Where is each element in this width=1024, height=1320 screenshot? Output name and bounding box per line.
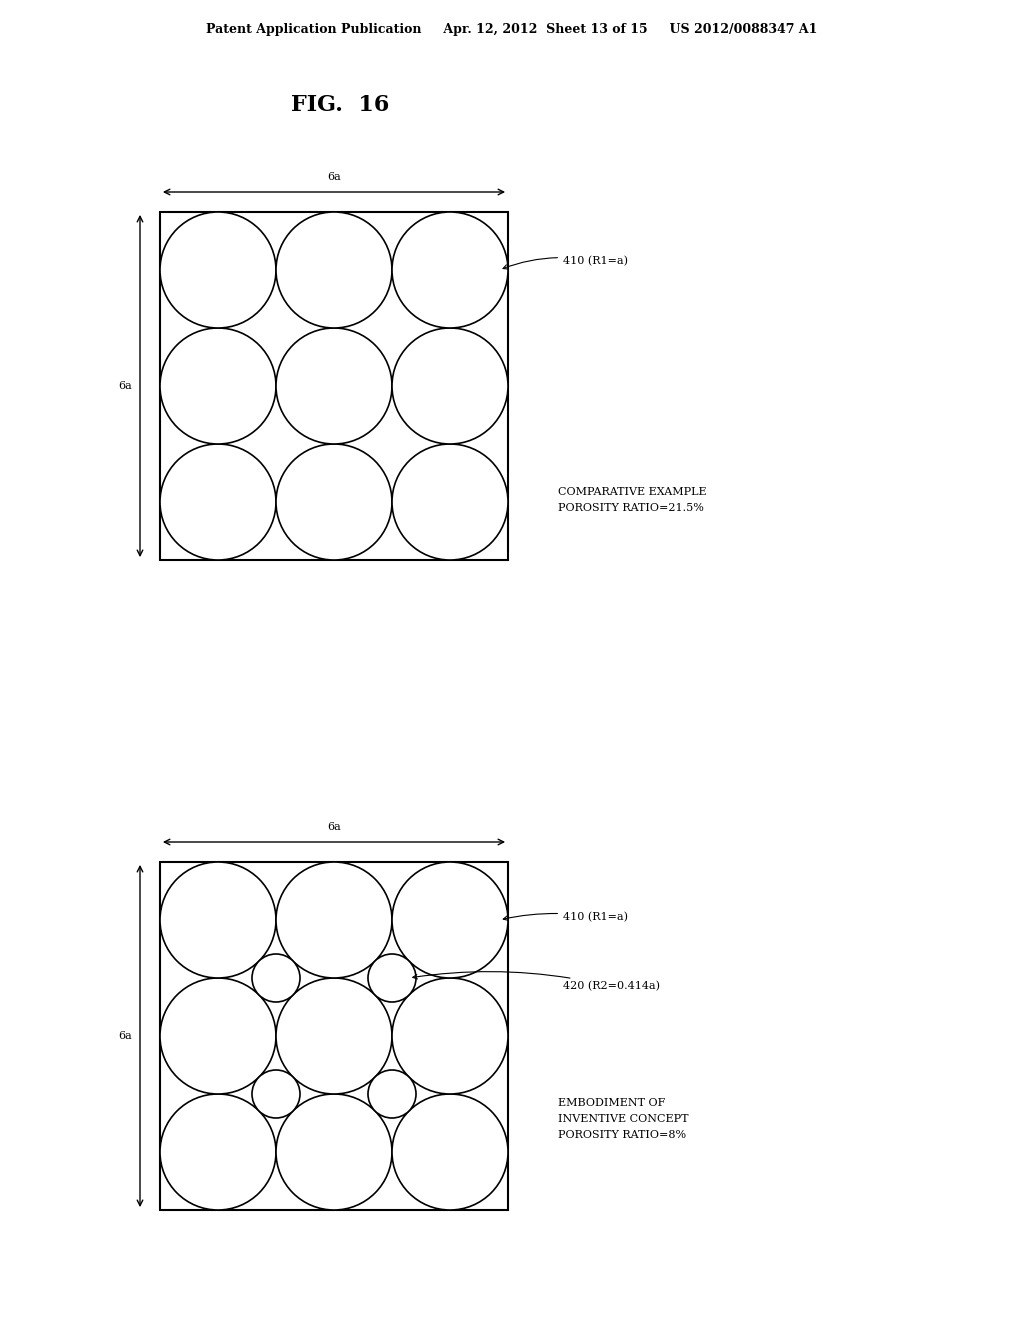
Circle shape xyxy=(392,862,508,978)
Circle shape xyxy=(160,327,276,444)
Circle shape xyxy=(392,213,508,327)
Circle shape xyxy=(160,1094,276,1210)
Circle shape xyxy=(392,1094,508,1210)
Text: 420 (R2=0.414a): 420 (R2=0.414a) xyxy=(413,972,660,991)
Text: Patent Application Publication     Apr. 12, 2012  Sheet 13 of 15     US 2012/008: Patent Application Publication Apr. 12, … xyxy=(206,24,818,37)
Circle shape xyxy=(160,978,276,1094)
Bar xyxy=(160,862,508,1210)
Circle shape xyxy=(276,327,392,444)
Text: 6a: 6a xyxy=(118,1031,132,1041)
Circle shape xyxy=(276,444,392,560)
Circle shape xyxy=(392,327,508,444)
Text: INVENTIVE CONCEPT: INVENTIVE CONCEPT xyxy=(558,1114,688,1123)
Circle shape xyxy=(252,954,300,1002)
Text: 410 (R1=a): 410 (R1=a) xyxy=(503,912,628,921)
Circle shape xyxy=(276,1094,392,1210)
Text: FIG.  16: FIG. 16 xyxy=(291,94,389,116)
Circle shape xyxy=(252,1071,300,1118)
Circle shape xyxy=(160,444,276,560)
Circle shape xyxy=(160,862,276,978)
Circle shape xyxy=(392,978,508,1094)
Text: POROSITY RATIO=21.5%: POROSITY RATIO=21.5% xyxy=(558,503,703,512)
Bar xyxy=(160,213,508,560)
Circle shape xyxy=(276,862,392,978)
Circle shape xyxy=(368,1071,416,1118)
Text: EMBODIMENT OF: EMBODIMENT OF xyxy=(558,1098,666,1107)
Circle shape xyxy=(368,954,416,1002)
Text: 6a: 6a xyxy=(327,172,341,182)
Circle shape xyxy=(276,978,392,1094)
Text: COMPARATIVE EXAMPLE: COMPARATIVE EXAMPLE xyxy=(558,487,707,496)
Text: POROSITY RATIO=8%: POROSITY RATIO=8% xyxy=(558,1130,686,1139)
Text: 6a: 6a xyxy=(327,822,341,832)
Circle shape xyxy=(276,213,392,327)
Text: 410 (R1=a): 410 (R1=a) xyxy=(503,256,628,269)
Circle shape xyxy=(392,444,508,560)
Circle shape xyxy=(160,213,276,327)
Text: 6a: 6a xyxy=(118,381,132,391)
